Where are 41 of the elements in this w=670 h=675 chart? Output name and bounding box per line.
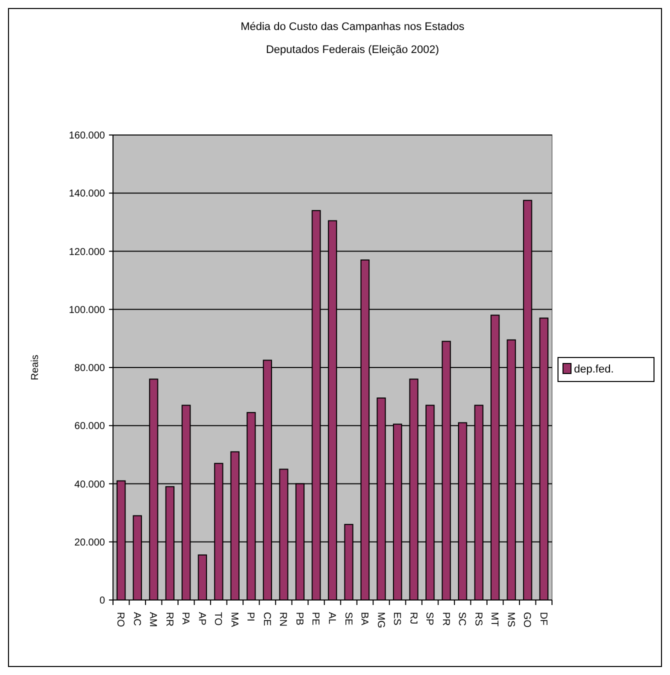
x-tick-label: PB xyxy=(293,612,304,626)
x-tick-label: AC xyxy=(130,612,142,626)
bar xyxy=(198,554,207,600)
y-tick-label: 40.000 xyxy=(74,479,106,490)
x-tick-label: PI xyxy=(244,612,256,622)
x-tick-label: AM xyxy=(147,612,158,627)
x-tick-label: CE xyxy=(260,612,272,626)
x-tick-label: MA xyxy=(228,612,240,628)
x-tick-label: ES xyxy=(391,612,402,626)
x-tick-label: MS xyxy=(504,612,516,628)
y-tick-label: 160.000 xyxy=(68,130,106,142)
x-tick-label: RO xyxy=(114,612,126,628)
legend-label: dep.fed. xyxy=(574,363,614,376)
x-tick-label: MT xyxy=(488,612,500,626)
x-tick-label: RN xyxy=(277,612,288,626)
y-axis-title: Reais xyxy=(30,354,41,380)
x-tick-label: TO xyxy=(212,612,224,626)
y-tick-label: 80.000 xyxy=(74,363,106,374)
x-tick-label: SE xyxy=(342,612,354,626)
x-tick-label: DF xyxy=(537,612,548,626)
x-tick-label: SC xyxy=(456,612,468,626)
chart-subtitle: Deputados Federais (Eleição 2002) xyxy=(266,44,440,56)
y-tick-label: 100.000 xyxy=(68,304,106,316)
x-tick-label: RR xyxy=(163,612,174,626)
chart-title: Média do Custo das Campanhas nos Estados xyxy=(240,21,465,33)
x-tick-label: MG xyxy=(374,612,386,628)
x-tick-label: AP xyxy=(196,612,207,626)
x-tick-label: BA xyxy=(358,612,370,626)
y-tick-label: 20.000 xyxy=(74,537,106,548)
y-tick-label: 140.000 xyxy=(68,188,106,200)
y-tick-label: 0 xyxy=(99,596,106,606)
x-tick-label: RS xyxy=(472,612,484,626)
x-tick-label: RJ xyxy=(407,612,418,624)
x-tick-label: SP xyxy=(424,612,435,626)
x-tick-label: PE xyxy=(310,612,321,626)
x-tick-label: GO xyxy=(521,612,532,628)
y-tick-label: 120.000 xyxy=(68,246,106,258)
y-tick-label: 60.000 xyxy=(74,421,106,432)
x-tick-label: PA xyxy=(180,612,191,625)
x-tick-label: PR xyxy=(440,612,451,626)
x-tick-label: AL xyxy=(326,612,337,625)
